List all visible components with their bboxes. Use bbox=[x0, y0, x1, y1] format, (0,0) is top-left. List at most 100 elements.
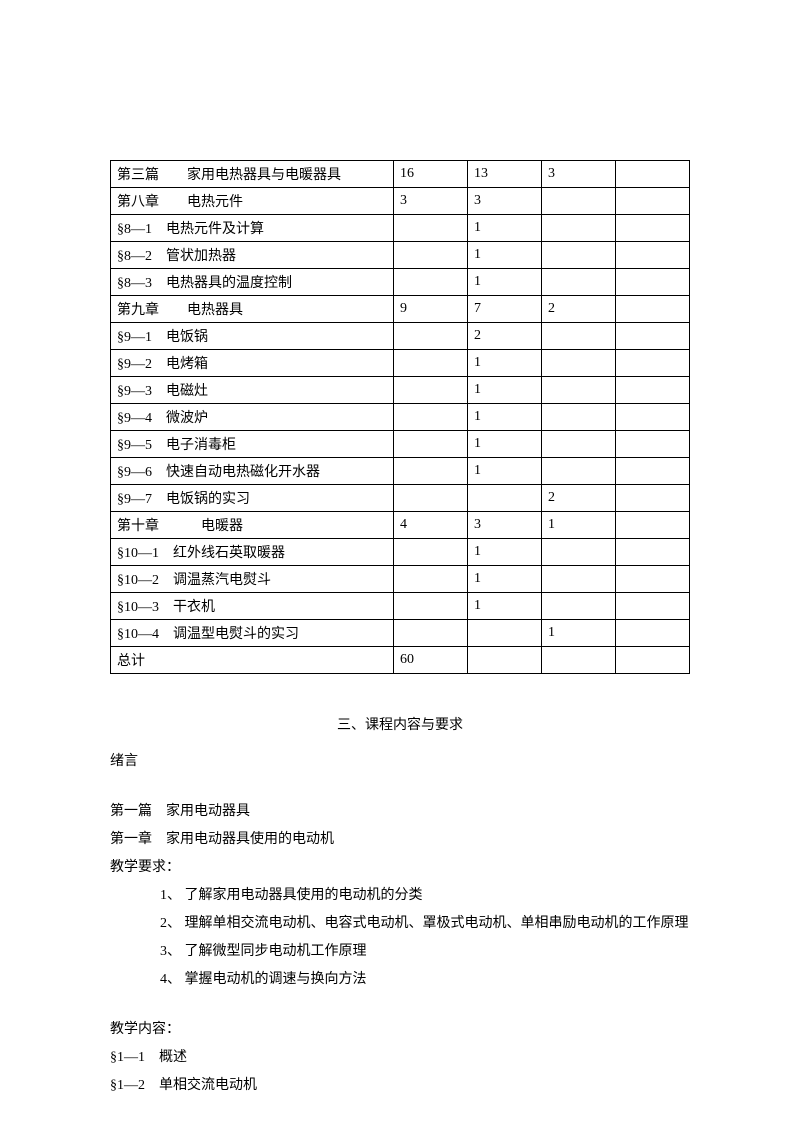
table-cell bbox=[393, 485, 467, 512]
table-cell: 第九章 电热器具 bbox=[111, 296, 394, 323]
table-cell bbox=[541, 566, 615, 593]
table-cell bbox=[393, 620, 467, 647]
table-cell bbox=[615, 620, 689, 647]
table-cell bbox=[615, 323, 689, 350]
table-cell bbox=[615, 539, 689, 566]
table-cell bbox=[541, 188, 615, 215]
table-cell bbox=[615, 593, 689, 620]
table-cell: 1 bbox=[467, 458, 541, 485]
table-cell: 1 bbox=[467, 566, 541, 593]
table-row: §10—3 干衣机1 bbox=[111, 593, 690, 620]
table-cell: §9—1 电饭锅 bbox=[111, 323, 394, 350]
table-cell bbox=[615, 350, 689, 377]
requirement-item: 2、 理解单相交流电动机、电容式电动机、罩极式电动机、单相串励电动机的工作原理 bbox=[110, 910, 690, 938]
table-cell bbox=[615, 296, 689, 323]
table-cell bbox=[541, 269, 615, 296]
table-row: §10—1 红外线石英取暖器1 bbox=[111, 539, 690, 566]
table-cell: §10—2 调温蒸汽电熨斗 bbox=[111, 566, 394, 593]
table-cell bbox=[541, 404, 615, 431]
table-cell bbox=[541, 647, 615, 674]
table-cell: 第八章 电热元件 bbox=[111, 188, 394, 215]
table-cell bbox=[615, 458, 689, 485]
table-row: 第八章 电热元件33 bbox=[111, 188, 690, 215]
table-cell: §9—7 电饭锅的实习 bbox=[111, 485, 394, 512]
table-cell: 1 bbox=[467, 377, 541, 404]
table-cell bbox=[393, 377, 467, 404]
table-cell bbox=[541, 323, 615, 350]
table-cell bbox=[393, 458, 467, 485]
table-cell: 1 bbox=[467, 215, 541, 242]
table-cell: 3 bbox=[541, 161, 615, 188]
table-cell bbox=[615, 215, 689, 242]
table-cell: 1 bbox=[467, 431, 541, 458]
requirement-item: 4、 掌握电动机的调速与换向方法 bbox=[110, 966, 690, 994]
table-cell: 2 bbox=[467, 323, 541, 350]
table-cell: 1 bbox=[541, 620, 615, 647]
table-cell: 3 bbox=[393, 188, 467, 215]
table-row: §9—3 电磁灶 1 bbox=[111, 377, 690, 404]
table-cell: §10—1 红外线石英取暖器 bbox=[111, 539, 394, 566]
table-cell: 1 bbox=[467, 269, 541, 296]
content-item: §1—2 单相交流电动机 bbox=[110, 1072, 690, 1100]
table-cell bbox=[615, 188, 689, 215]
table-cell: 1 bbox=[467, 350, 541, 377]
table-row: 总计60 bbox=[111, 647, 690, 674]
table-cell: 2 bbox=[541, 485, 615, 512]
table-cell bbox=[541, 215, 615, 242]
table-cell bbox=[615, 647, 689, 674]
table-cell bbox=[541, 242, 615, 269]
part-title: 第一篇 家用电动器具 bbox=[110, 798, 690, 826]
table-cell: §8—3 电热器具的温度控制 bbox=[111, 269, 394, 296]
table-cell: §10—4 调温型电熨斗的实习 bbox=[111, 620, 394, 647]
table-row: §9—7 电饭锅的实习 2 bbox=[111, 485, 690, 512]
table-cell: 2 bbox=[541, 296, 615, 323]
table-cell: 总计 bbox=[111, 647, 394, 674]
table-cell: §9—3 电磁灶 bbox=[111, 377, 394, 404]
table-cell bbox=[393, 404, 467, 431]
table-row: §9—6 快速自动电热磁化开水器 1 bbox=[111, 458, 690, 485]
section-title: 三、课程内容与要求 bbox=[110, 714, 690, 734]
table-cell: 3 bbox=[467, 512, 541, 539]
table-cell: 1 bbox=[467, 242, 541, 269]
table-cell bbox=[541, 377, 615, 404]
table-cell bbox=[393, 566, 467, 593]
table-row: §10—4 调温型电熨斗的实习 1 bbox=[111, 620, 690, 647]
table-cell: §9—6 快速自动电热磁化开水器 bbox=[111, 458, 394, 485]
table-cell bbox=[541, 458, 615, 485]
table-cell bbox=[615, 404, 689, 431]
table-cell: 60 bbox=[393, 647, 467, 674]
table-cell bbox=[393, 242, 467, 269]
table-cell: 9 bbox=[393, 296, 467, 323]
table-cell bbox=[615, 512, 689, 539]
table-cell: 13 bbox=[467, 161, 541, 188]
requirement-item: 3、 了解微型同步电动机工作原理 bbox=[110, 938, 690, 966]
table-cell: 7 bbox=[467, 296, 541, 323]
preface: 绪言 bbox=[110, 748, 690, 776]
table-cell bbox=[615, 242, 689, 269]
table-cell bbox=[467, 647, 541, 674]
table-cell bbox=[467, 485, 541, 512]
table-cell: §10—3 干衣机 bbox=[111, 593, 394, 620]
table-cell: 16 bbox=[393, 161, 467, 188]
table-cell bbox=[467, 620, 541, 647]
table-cell: §9—5 电子消毒柜 bbox=[111, 431, 394, 458]
table-cell bbox=[393, 269, 467, 296]
table-cell bbox=[393, 593, 467, 620]
table-cell: 第三篇 家用电热器具与电暖器具 bbox=[111, 161, 394, 188]
hours-table: 第三篇 家用电热器具与电暖器具16133第八章 电热元件33§8—1 电热元件及… bbox=[110, 160, 690, 674]
table-row: §9—5 电子消毒柜 1 bbox=[111, 431, 690, 458]
table-row: 第三篇 家用电热器具与电暖器具16133 bbox=[111, 161, 690, 188]
table-cell: §8—2 管状加热器 bbox=[111, 242, 394, 269]
table-row: 第十章 电暖器431 bbox=[111, 512, 690, 539]
table-cell bbox=[615, 269, 689, 296]
table-cell: 第十章 电暖器 bbox=[111, 512, 394, 539]
table-cell bbox=[541, 431, 615, 458]
table-row: §9—4 微波炉1 bbox=[111, 404, 690, 431]
table-cell bbox=[541, 350, 615, 377]
table-cell: 3 bbox=[467, 188, 541, 215]
table-cell: §8—1 电热元件及计算 bbox=[111, 215, 394, 242]
table-cell bbox=[615, 566, 689, 593]
table-row: §10—2 调温蒸汽电熨斗 1 bbox=[111, 566, 690, 593]
table-cell bbox=[541, 539, 615, 566]
table-cell: §9—2 电烤箱 bbox=[111, 350, 394, 377]
